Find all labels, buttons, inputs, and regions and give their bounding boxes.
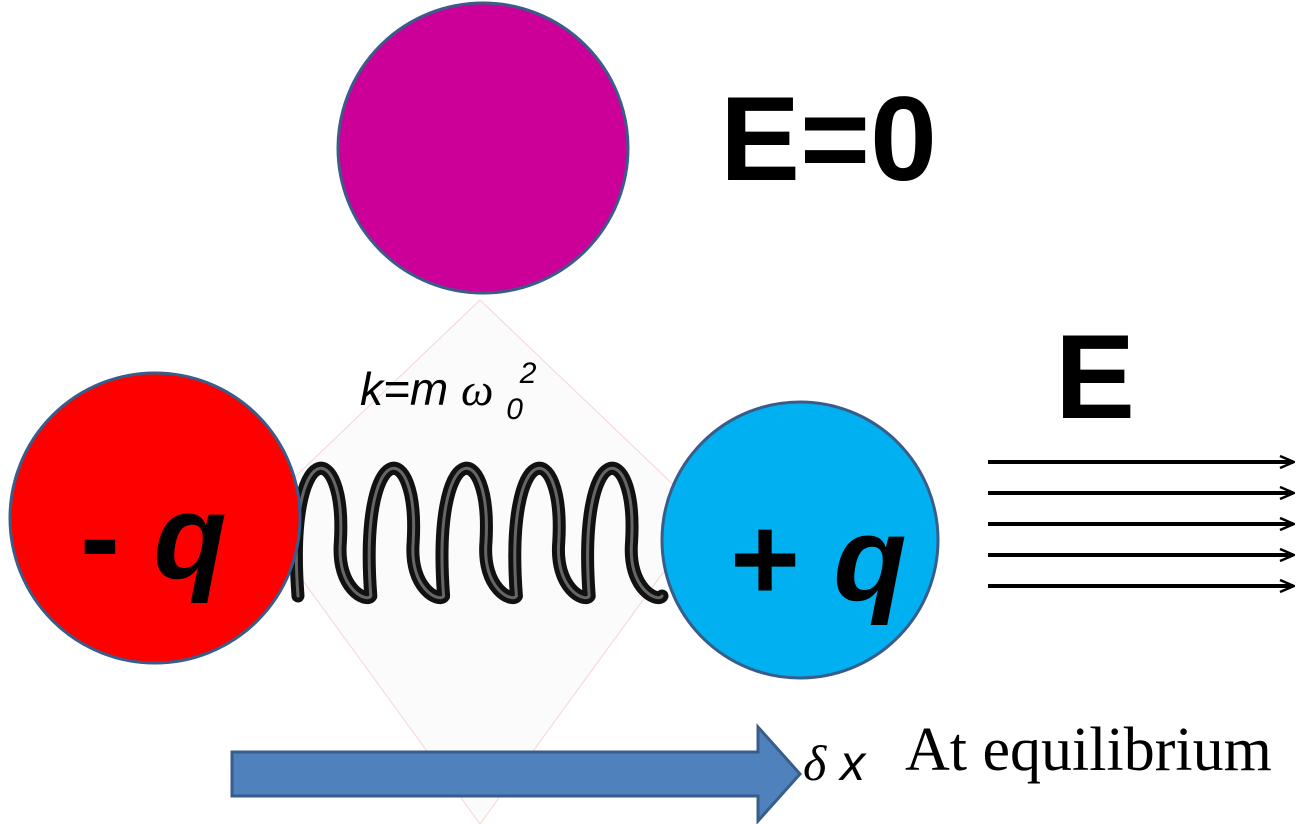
positive-charge-sign: +	[730, 492, 800, 626]
negative-charge-circle	[8, 371, 302, 665]
displacement-delta: δ	[803, 735, 827, 791]
spring-label-prefix: k=m	[360, 363, 448, 415]
field-lines	[988, 462, 1293, 586]
spring-icon	[289, 462, 669, 605]
displacement-arrow-icon	[230, 723, 803, 824]
negative-charge-label: - q	[80, 470, 227, 604]
spring-label-omega: ω	[461, 364, 493, 415]
positive-charge-label: + q	[730, 492, 907, 626]
negative-charge-symbol: q	[153, 470, 226, 604]
field-label: E	[1055, 310, 1135, 444]
spring-label-superscript: 2	[519, 357, 537, 390]
spring-coil-highlight	[294, 467, 664, 600]
state-label: At equilibrium	[905, 716, 1272, 784]
displacement-label: δ x	[803, 735, 867, 791]
spring-label-subscript: 0	[506, 393, 523, 426]
spring-constant-label: k=m ω 0 2	[360, 357, 537, 429]
neutral-atom-circle	[336, 1, 630, 295]
positive-charge-circle	[660, 400, 940, 680]
negative-charge-sign: -	[80, 470, 120, 604]
field-zero-label: E=0	[720, 72, 937, 206]
positive-charge-symbol: q	[833, 492, 906, 626]
displacement-x: x	[838, 735, 867, 791]
